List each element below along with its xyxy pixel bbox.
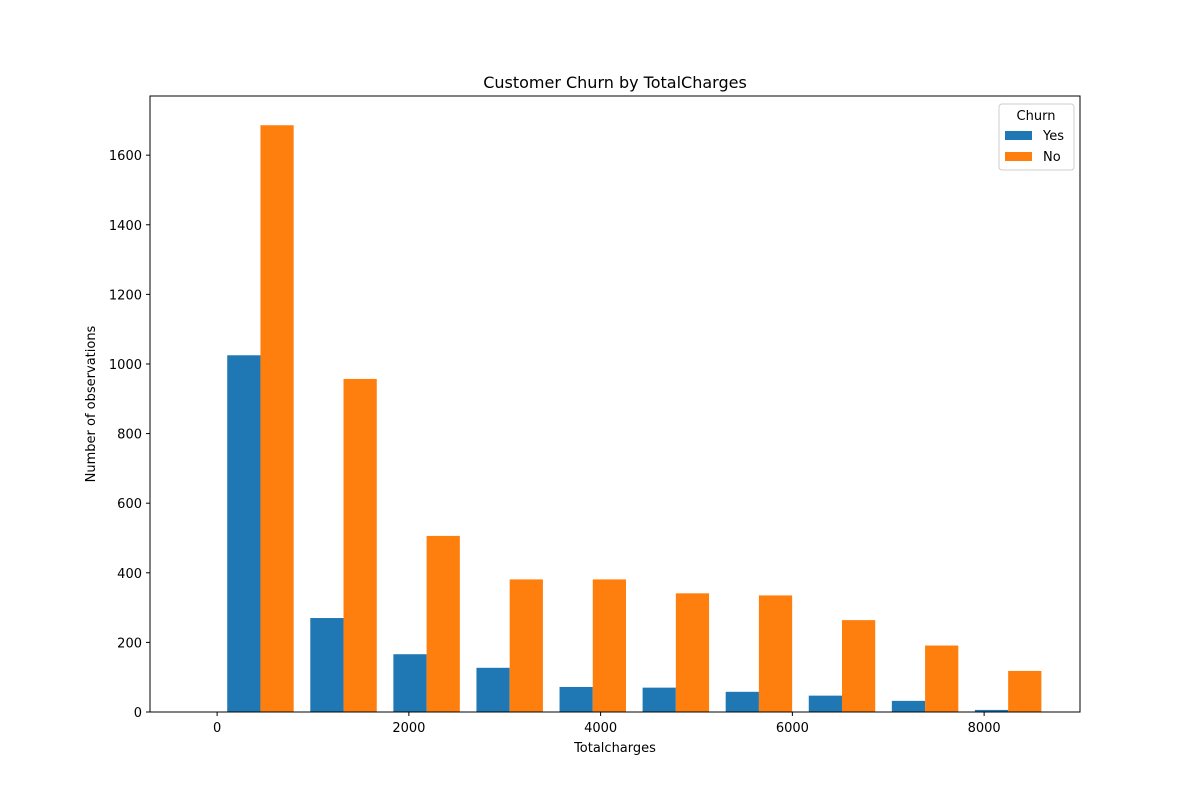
y-tick-label-4: 800: [117, 428, 142, 443]
x-tick-label-2: 4000: [584, 721, 617, 736]
x-tick-label-0: 0: [213, 721, 221, 736]
bar-no-4: [592, 579, 626, 712]
bar-no-5: [675, 593, 710, 712]
legend-swatch-no: [1005, 152, 1032, 161]
x-tick-label-3: 6000: [776, 721, 809, 736]
y-tick-label-3: 600: [117, 497, 142, 512]
y-tick-label-8: 1600: [109, 149, 142, 164]
legend-label-no: No: [1043, 150, 1061, 165]
legend-swatch-yes: [1005, 131, 1032, 140]
bar-yes-7: [808, 695, 842, 712]
bar-yes-0: [227, 355, 261, 712]
x-axis-label: Totalcharges: [573, 741, 656, 756]
bars-group: [227, 125, 1042, 713]
bar-yes-3: [476, 667, 510, 712]
y-axis: 0 200 400 600 800 1000 1200 1400 1600: [109, 149, 150, 721]
x-tick-label-4: 8000: [968, 721, 1001, 736]
y-tick-label-0: 0: [134, 706, 142, 721]
legend-label-yes: Yes: [1042, 129, 1064, 144]
bar-yes-2: [393, 654, 427, 712]
y-axis-label: Number of observations: [84, 325, 99, 482]
bar-no-6: [758, 595, 793, 712]
bar-yes-8: [891, 700, 926, 712]
bar-yes-6: [725, 691, 759, 712]
bar-no-8: [925, 645, 959, 712]
y-tick-label-5: 1000: [109, 358, 142, 373]
y-tick-label-1: 200: [117, 636, 142, 651]
legend: Churn Yes No: [998, 103, 1075, 171]
bar-yes-9: [974, 709, 1009, 712]
bar-no-1: [343, 378, 377, 712]
y-tick-label-2: 400: [117, 567, 142, 582]
bar-no-0: [260, 125, 294, 713]
x-tick-label-1: 2000: [392, 721, 425, 736]
bar-no-7: [841, 620, 876, 712]
chart-title: Customer Churn by TotalCharges: [483, 73, 747, 92]
plot-frame: [149, 95, 1081, 713]
bar-no-2: [426, 535, 460, 712]
bar-no-9: [1008, 670, 1042, 712]
y-tick-label-7: 1400: [109, 219, 142, 234]
y-tick-label-6: 1200: [109, 288, 142, 303]
legend-title: Churn: [1017, 109, 1056, 124]
bar-yes-1: [310, 618, 344, 712]
x-axis: 0 2000 4000 6000 8000: [213, 712, 1001, 736]
bar-no-3: [509, 579, 543, 712]
bar-yes-5: [642, 687, 676, 712]
bar-yes-4: [559, 686, 593, 712]
